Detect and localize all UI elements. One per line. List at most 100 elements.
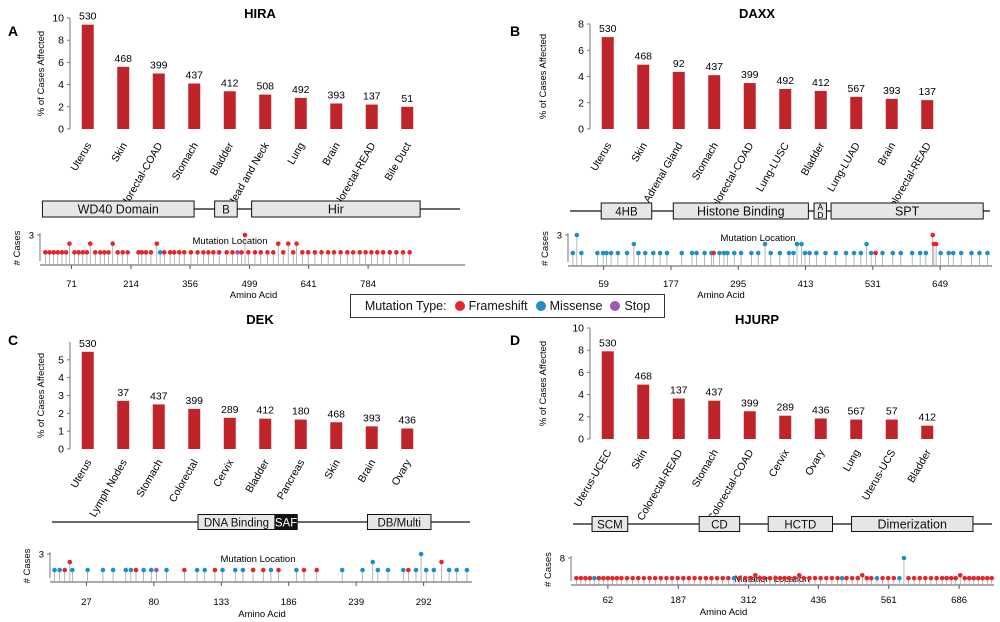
mutation-point [57,567,62,573]
lollipop-x-tick-label: 413 [798,279,814,290]
bar-data-label: 393 [883,85,901,97]
y-tick-label: 4 [578,71,584,83]
mutation-location-label: Mutation Location [721,233,796,244]
mutation-point [239,250,244,255]
mutation-point [697,575,703,581]
mutation-point [360,567,365,573]
mutation-point [989,575,995,581]
mutation-point [874,575,880,581]
mutation-point [799,241,804,247]
bar [259,94,272,129]
mutation-point [950,250,956,256]
lollipop-x-tick-label: 214 [123,279,139,290]
y-axis-label: % of Cases Affected [538,341,549,426]
mutation-point [938,250,943,256]
mutation-point [630,575,635,581]
legend-title: Mutation Type: [364,299,447,313]
mutation-point [154,567,159,573]
mutation-point [385,567,391,573]
mutation-point [110,241,116,246]
bar [294,97,307,129]
mutation-point [601,575,606,581]
bar [117,400,130,449]
mutation-location-label: Mutation Location [221,554,296,565]
mutation-point [880,250,885,256]
mutation-point [807,250,812,256]
mutation-point [250,567,256,573]
bar [117,66,130,129]
bar [259,418,272,449]
mutation-point [570,250,576,256]
mutation-point [242,232,248,238]
lollipop-y-axis-label: # Cases [12,230,23,265]
mutation-location-label: Mutation Location [193,236,268,247]
mutation-point [128,567,134,573]
mutation-point [923,250,929,256]
category-tick-label: Cervix [211,457,237,489]
mutation-point [928,575,934,581]
y-axis-label: % of Cases Affected [538,34,549,119]
bar [814,418,827,439]
mutation-point [47,250,52,255]
mutation-point [814,250,819,256]
mutation-point [216,250,222,255]
domain-label: DNA Binding [204,518,269,530]
category-tick-label: Lung [285,140,307,166]
domain-label: 4HB [615,207,638,219]
mutation-point [400,250,406,255]
mutation-point [211,250,216,255]
category-tick-label: Lymph Nodes [87,458,130,520]
mutation-point [686,575,692,581]
mutation-point [265,250,270,255]
bar-data-label: 289 [776,402,794,414]
y-tick-label: 4 [58,372,64,384]
mutation-point [106,250,111,255]
bar-data-label: 530 [599,23,617,35]
mutation-point [801,575,807,581]
mutation-point [864,575,870,581]
bar-data-label: 289 [221,404,239,416]
mutation-point [791,250,796,256]
bar [365,104,378,129]
bar-data-label: 92 [673,58,685,70]
mutation-point [194,567,200,573]
mutation-point [232,567,238,573]
y-tick-label: 2 [578,97,584,109]
category-tick-label: Uterus [68,141,94,174]
y-tick-label: 1 [58,426,64,438]
legend-label-stop: Stop [624,299,651,313]
mutation-point [59,250,65,255]
y-tick-label: 6 [578,45,584,57]
mutation-point [839,575,845,581]
mutation-point [901,555,907,561]
mutation-point [338,250,343,255]
domain-label: CD [711,520,728,532]
mutation-point [120,250,125,255]
amino-acid-axis-label: Amino Acid [697,290,745,301]
mutation-point [689,250,695,256]
bar-data-label: 137 [918,86,936,98]
mutation-point [652,575,658,581]
protein-domain [698,516,741,532]
category-tick-label: Ovary [803,447,828,478]
bar [330,422,343,449]
bar-data-label: 399 [185,395,203,407]
bar-data-label: 437 [705,61,723,73]
mutation-point [394,250,399,255]
mutation-point [812,575,818,581]
category-tick-label: Skin [629,447,650,471]
lollipop-x-tick-label: 62 [603,595,614,606]
lollipop-x-tick-label: 312 [741,595,757,606]
bar [779,88,792,129]
mutation-point [604,250,609,256]
lollipop-y-tick-label: 3 [39,550,44,561]
mutation-point [624,575,630,581]
category-tick-label: Stomach [170,140,201,182]
mutation-point [276,567,281,573]
mutation-point [224,250,229,255]
panel-letter: D [510,332,520,348]
mutation-point [413,567,419,573]
